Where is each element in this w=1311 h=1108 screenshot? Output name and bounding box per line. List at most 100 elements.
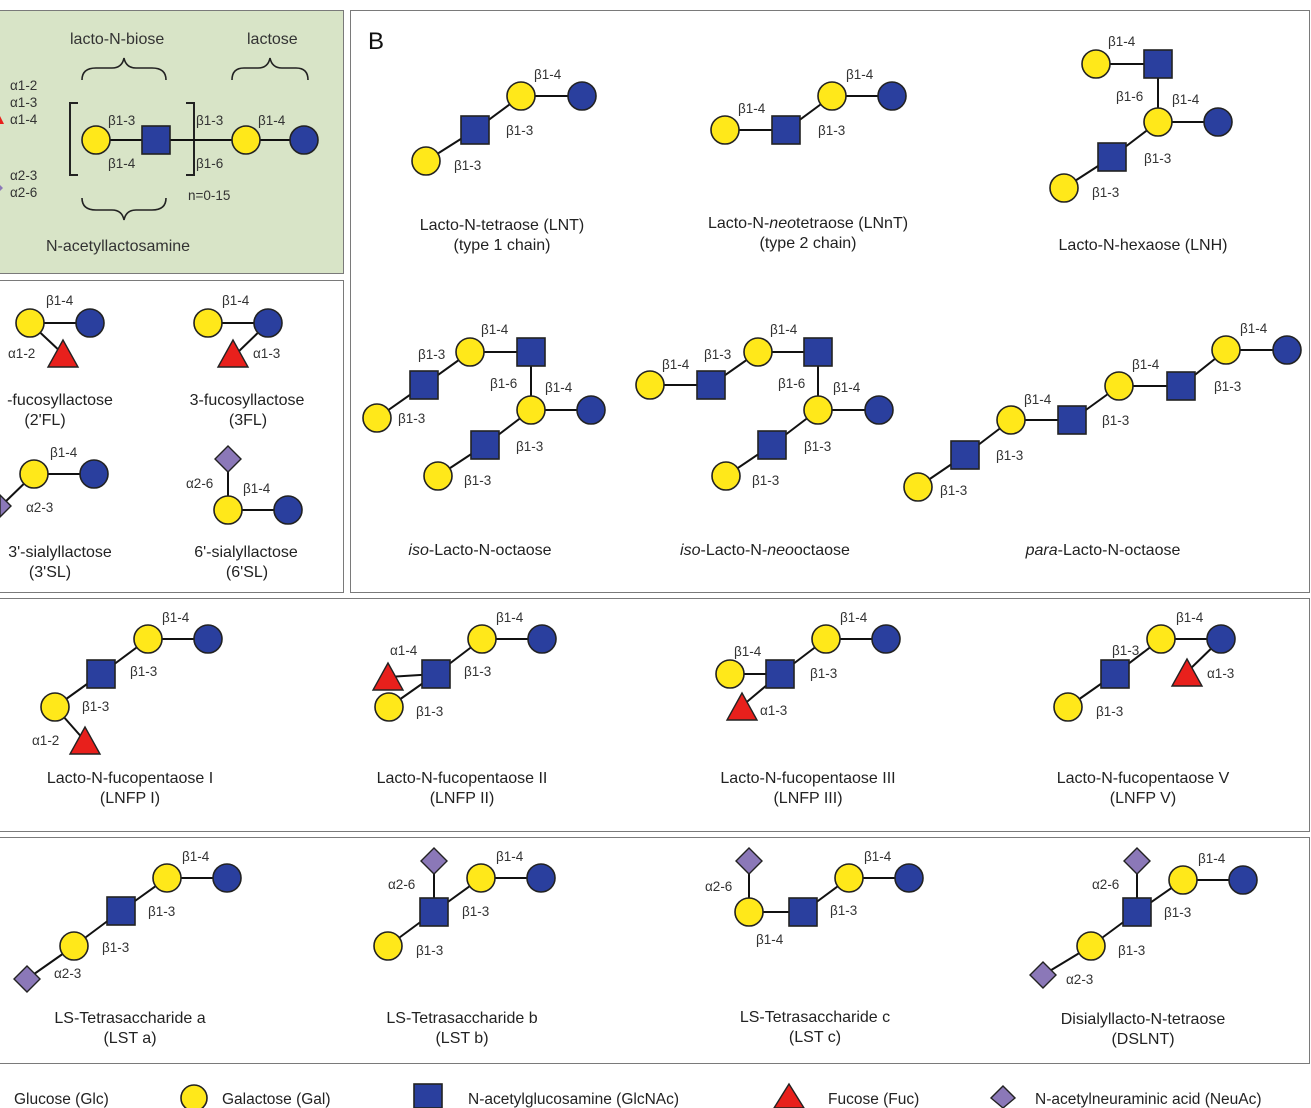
galactose-icon — [1076, 931, 1106, 961]
bond-label: β1-3 — [818, 123, 845, 138]
structure-name: Lacto-N-fucopentaose I — [47, 770, 213, 787]
bond-label: β1-3 — [130, 664, 157, 679]
bond-label: β1-3 — [1092, 185, 1119, 200]
glcnac-icon — [950, 440, 980, 470]
bond-label: β1-3 — [752, 473, 779, 488]
glcnac-icon — [757, 430, 787, 460]
legend-neuac: N-acetylneuraminic acid (NeuAc) — [1035, 1091, 1262, 1108]
glcnac-icon — [141, 125, 171, 155]
glucose-icon — [1272, 335, 1302, 365]
bond-label: β1-3 — [416, 704, 443, 719]
bond-label: β1-4 — [662, 357, 690, 372]
bond-label: β1-4 — [182, 849, 210, 864]
galactose-icon — [1143, 107, 1173, 137]
neuac-icon — [1123, 847, 1151, 875]
bond-label: β1-3 — [464, 473, 491, 488]
structure-name: 6'-sialyllactose — [194, 544, 298, 561]
bond-label: β1-4 — [770, 322, 798, 337]
bond-label: α1-3 — [760, 703, 787, 718]
galactose-icon — [213, 495, 243, 525]
galactose-icon — [423, 461, 453, 491]
glcnac-icon — [788, 897, 818, 927]
bond-label: α2-6 — [705, 879, 732, 894]
neuac-icon — [735, 847, 763, 875]
bond-label: β1-4 — [840, 610, 868, 625]
galactose-icon — [374, 692, 404, 722]
galactose-icon — [180, 1084, 208, 1108]
structure-sub: (type 2 chain) — [760, 235, 857, 252]
glcnac-icon — [1122, 897, 1152, 927]
bond-label: β1-4 — [1132, 357, 1160, 372]
link-a26: α2-6 — [10, 185, 37, 200]
bond-label: β1-3 — [464, 664, 491, 679]
glucose-icon — [79, 459, 109, 489]
bond-label: β1-4 — [258, 113, 286, 128]
galactose-icon — [903, 472, 933, 502]
bond-label: β1-3 — [1102, 413, 1129, 428]
neuac-icon — [989, 1085, 1017, 1108]
bond-label: β1-3 — [148, 904, 175, 919]
bond-label: β1-4 — [222, 293, 250, 308]
link-a14: α1-4 — [10, 112, 38, 127]
glcnac-icon — [765, 659, 795, 689]
structure-name: Lacto-N-neotetraose (LNnT) — [708, 215, 908, 232]
bond-label: α2-3 — [54, 966, 81, 981]
bond-label: β1-4 — [50, 445, 78, 460]
structure-abbr: (DSLNT) — [1111, 1031, 1174, 1048]
glucose-icon — [212, 863, 242, 893]
neuac-icon — [420, 847, 448, 875]
galactose-icon — [133, 624, 163, 654]
bond-label: β1-3 — [454, 158, 481, 173]
structure-name: Disialyllacto-N-tetraose — [1061, 1011, 1226, 1028]
glucose-icon — [871, 624, 901, 654]
label-lacto-n-biose: lacto-N-biose — [70, 31, 164, 48]
bond-label: β1-3 — [416, 943, 443, 958]
galactose-icon — [373, 931, 403, 961]
bond-label: β1-4 — [1240, 321, 1268, 336]
glcnac-icon — [1100, 659, 1130, 689]
repeat-label: n=0-15 — [188, 188, 230, 203]
galactose-icon — [455, 337, 485, 367]
bond-label: α2-6 — [388, 877, 415, 892]
structure-name: -fucosyllactose — [7, 392, 113, 409]
galactose-icon — [81, 125, 111, 155]
bond-label: β1-3 — [1118, 943, 1145, 958]
fucose-icon — [371, 661, 405, 691]
galactose-icon — [362, 403, 392, 433]
bond-label: β1-3 — [830, 903, 857, 918]
structure-abbr: (LNFP III) — [773, 790, 842, 807]
fucose-icon — [46, 338, 80, 368]
galactose-icon — [743, 337, 773, 367]
neuac-icon — [0, 494, 12, 518]
glucose-icon — [526, 863, 556, 893]
structure-name: Lacto-N-fucopentaose III — [720, 770, 895, 787]
glcnac-icon — [409, 370, 439, 400]
glucose-icon — [253, 308, 283, 338]
glucose-icon — [527, 624, 557, 654]
structure-abbr: (6'SL) — [226, 564, 268, 581]
glucose-icon — [75, 308, 105, 338]
bond-label: α1-2 — [8, 346, 35, 361]
bond-label: β1-6 — [1116, 89, 1143, 104]
structure-name: Lacto-N-fucopentaose II — [377, 770, 548, 787]
glucose-icon — [273, 495, 303, 525]
structure-abbr: (LNFP II) — [430, 790, 495, 807]
bond-label: β1-3 — [516, 439, 543, 454]
bond-label: α2-6 — [1092, 877, 1119, 892]
label-lactose: lactose — [247, 31, 298, 48]
bond-label: β1-3 — [1144, 151, 1171, 166]
bond-label: β1-3 — [462, 904, 489, 919]
label-n-acetyllactosamine: N-acetyllactosamine — [46, 238, 190, 255]
brace-lacto-n-biose — [81, 57, 167, 81]
glcnac-icon — [696, 370, 726, 400]
galactose-icon — [817, 81, 847, 111]
galactose-icon — [1081, 49, 1111, 79]
bond-label: α1-2 — [32, 733, 59, 748]
glucose-icon — [894, 863, 924, 893]
glcnac-icon — [460, 115, 490, 145]
galactose-icon — [1053, 692, 1083, 722]
fucose-icon — [1170, 657, 1204, 687]
glucose-icon — [877, 81, 907, 111]
galactose-icon — [803, 395, 833, 425]
